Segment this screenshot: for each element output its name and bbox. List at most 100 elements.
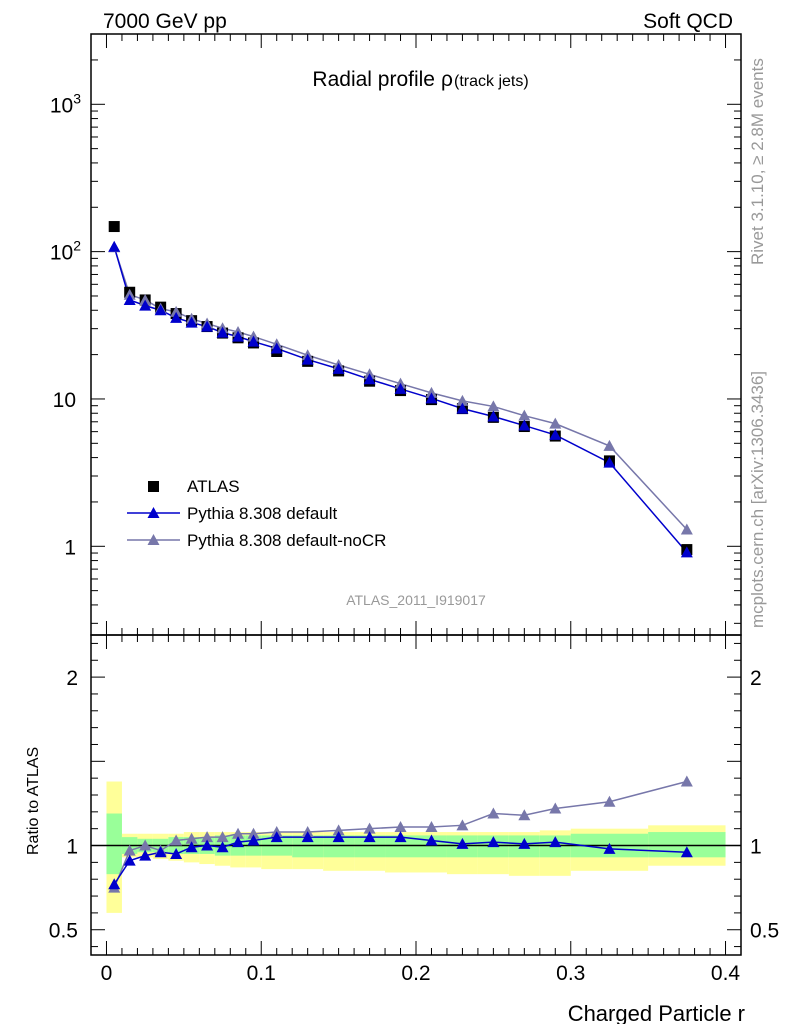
x-tick-label: 0.2 bbox=[401, 962, 430, 985]
default-point bbox=[394, 382, 407, 394]
default-point bbox=[185, 316, 198, 328]
ratio-nocr-point bbox=[603, 795, 616, 807]
ratio-default-point bbox=[154, 846, 167, 858]
ratio-nocr-point bbox=[456, 819, 469, 831]
main-ticks bbox=[91, 33, 741, 635]
ratio-bands bbox=[106, 781, 726, 913]
ratio-y-tick-labels: 0.5 0.5 1 1 2 2 bbox=[49, 667, 779, 943]
ratio-default-point bbox=[332, 831, 345, 843]
nocr-point bbox=[518, 409, 531, 421]
ratio-nocr-point bbox=[549, 802, 562, 814]
ratio-default-point bbox=[270, 831, 283, 843]
ratio-y-tick-label: 0.5 bbox=[49, 920, 78, 943]
default-point bbox=[456, 402, 469, 414]
ratio-default-point bbox=[394, 831, 407, 843]
band-inner bbox=[385, 835, 416, 858]
nocr-point bbox=[549, 417, 562, 429]
ratio-nocr-point bbox=[123, 844, 136, 856]
ratio-default-point bbox=[363, 831, 376, 843]
band-inner bbox=[292, 835, 324, 858]
legend-nocr-marker bbox=[147, 534, 160, 545]
legend-atlas-label: ATLAS bbox=[187, 477, 240, 496]
legend-atlas-marker bbox=[148, 481, 159, 492]
ratio-y-tick-label: 1 bbox=[66, 836, 78, 859]
default-point bbox=[201, 320, 214, 332]
default-point bbox=[139, 299, 152, 311]
legend-default-label: Pythia 8.308 default bbox=[187, 504, 338, 523]
ratio-y-tick-label-right: 2 bbox=[750, 667, 762, 690]
legend-nocr-label: Pythia 8.308 default-noCR bbox=[187, 531, 386, 550]
default-point bbox=[487, 410, 500, 422]
band-inner bbox=[354, 835, 386, 858]
x-tick-label: 0.4 bbox=[711, 962, 741, 985]
main-panel: Radial profile ρ (track jets) ATLAS_2011… bbox=[50, 33, 742, 636]
default-point bbox=[270, 342, 283, 354]
ratio-default-point bbox=[518, 837, 531, 849]
ratio-nocr-point bbox=[363, 822, 376, 834]
ratio-nocr-point bbox=[394, 821, 407, 832]
default-point bbox=[123, 293, 136, 305]
x-tick-label: 0.3 bbox=[556, 962, 585, 985]
default-point bbox=[154, 304, 167, 316]
ratio-data bbox=[108, 775, 693, 893]
ratio-default-point bbox=[456, 837, 469, 849]
x-tick-label: 0 bbox=[101, 962, 113, 985]
ratio-line bbox=[113, 836, 687, 885]
ratio-y-tick-label-right: 1 bbox=[750, 836, 762, 859]
analysis-label: ATLAS_2011_I919017 bbox=[346, 592, 486, 608]
ratio-default-point bbox=[549, 836, 562, 848]
ratio-frame bbox=[90, 634, 742, 956]
x-axis-label: Charged Particle r bbox=[568, 1001, 745, 1024]
main-title-symbol: ρ bbox=[441, 68, 453, 91]
ratio-default-point bbox=[170, 847, 183, 859]
nocr-point bbox=[139, 293, 152, 305]
ratio-nocr-point bbox=[185, 832, 198, 844]
ratio-default-point bbox=[425, 834, 438, 846]
nocr-point bbox=[603, 439, 616, 451]
ratio-default-point bbox=[185, 841, 198, 853]
ratio-nocr-point bbox=[247, 827, 260, 839]
default-point bbox=[363, 373, 376, 385]
ratio-default-point bbox=[123, 854, 136, 866]
default-point bbox=[603, 456, 616, 468]
ratio-y-tick-label: 2 bbox=[66, 667, 78, 690]
ratio-line bbox=[113, 780, 688, 888]
ratio-nocr-point bbox=[139, 839, 152, 851]
main-title: Radial profile bbox=[312, 68, 435, 91]
default-point bbox=[301, 353, 314, 365]
ratio-nocr-point bbox=[201, 831, 214, 843]
atlas-point bbox=[108, 221, 120, 233]
ratio-panel: 0.5 0.51 12 2 0 0.1 0.2 0.3 0.4 Ratio to ATLAS … bbox=[25, 634, 779, 1024]
ratio-default-point bbox=[232, 836, 245, 848]
band-inner bbox=[106, 813, 122, 875]
nocr-point bbox=[170, 305, 183, 317]
ratio-y-axis-label: Ratio to ATLAS bbox=[25, 747, 42, 855]
legend-default-marker bbox=[147, 507, 160, 518]
ratio-nocr-point bbox=[170, 834, 183, 846]
ratio-nocr-point bbox=[680, 775, 693, 787]
header-right: Soft QCD bbox=[643, 10, 733, 33]
main-title-suffix: (track jets) bbox=[454, 73, 529, 90]
default-point bbox=[332, 362, 345, 374]
ratio-default-point bbox=[108, 878, 121, 890]
ratio-ticks bbox=[91, 635, 741, 955]
y-tick-label: 102 bbox=[50, 238, 81, 265]
default-point bbox=[170, 311, 183, 323]
ratio-default-point bbox=[139, 849, 152, 861]
main-data bbox=[108, 221, 693, 558]
y-tick-label: 10 bbox=[53, 389, 76, 412]
ratio-default-point bbox=[487, 836, 500, 848]
default-point bbox=[108, 240, 121, 252]
ratio-nocr-point bbox=[487, 807, 500, 819]
nocr-point bbox=[487, 400, 500, 412]
ratio-default-point bbox=[603, 842, 616, 854]
legend: ATLAS Pythia 8.308 default Pythia 8.308 … bbox=[127, 477, 386, 550]
band-inner bbox=[323, 835, 355, 858]
ratio-nocr-point bbox=[232, 827, 245, 839]
ratio-default-point bbox=[216, 841, 229, 853]
ratio-nocr-point bbox=[216, 831, 229, 843]
ratio-default-point bbox=[680, 846, 693, 858]
header-left: 7000 GeV pp bbox=[103, 10, 227, 33]
